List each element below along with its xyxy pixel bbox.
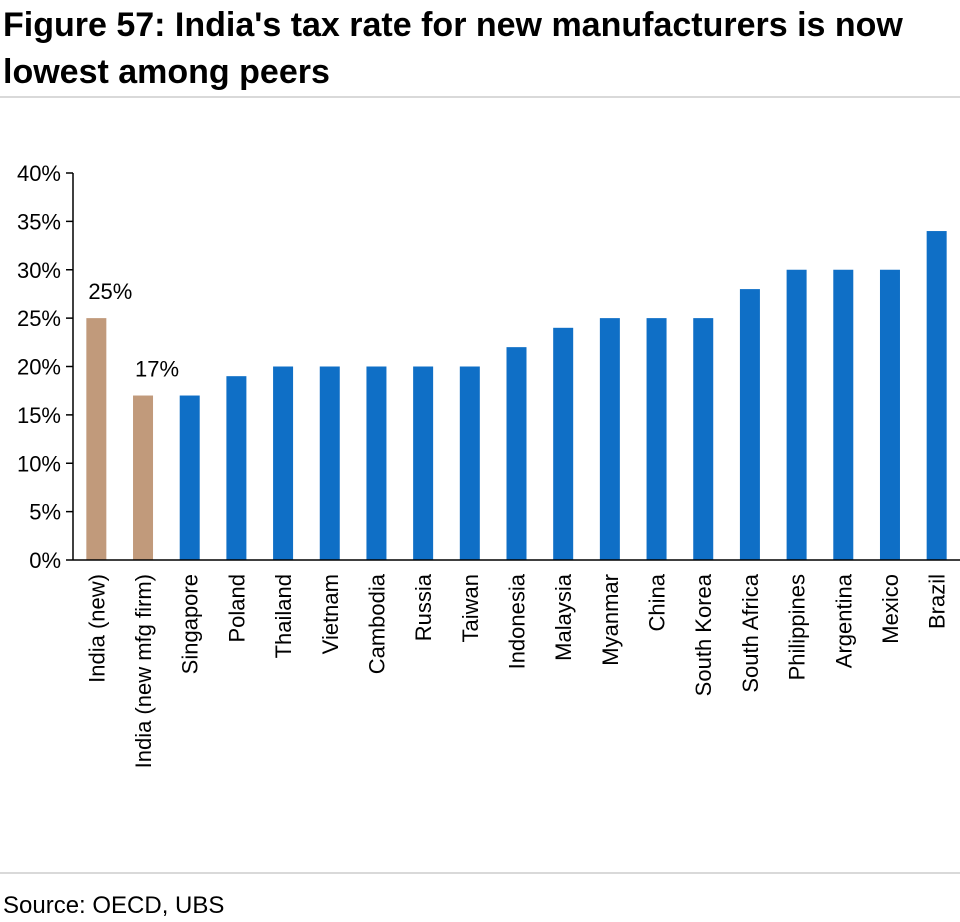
x-tick-label: India (new) — [84, 574, 109, 683]
data-label: 25% — [88, 279, 132, 304]
bar-south-africa — [739, 289, 760, 560]
x-tick-label: Russia — [411, 573, 436, 641]
x-tick-label: Singapore — [178, 574, 203, 674]
y-tick-label: 35% — [17, 209, 61, 234]
y-tick-label: 30% — [17, 258, 61, 283]
bar-argentina — [833, 269, 854, 560]
bar-russia — [413, 366, 434, 560]
bar-malaysia — [553, 327, 574, 560]
bar-thailand — [273, 366, 294, 560]
bar-brazil — [926, 231, 947, 561]
x-tick-label: South Africa — [738, 573, 763, 692]
x-tick-label: Taiwan — [458, 574, 483, 642]
bar-china — [646, 318, 667, 560]
bar-singapore — [179, 395, 200, 560]
y-tick-label: 10% — [17, 451, 61, 476]
bar-india-new-mfg-firm — [133, 395, 154, 560]
bar-taiwan — [459, 366, 480, 560]
x-tick-label: Indonesia — [505, 573, 530, 669]
x-tick-label: Malaysia — [551, 573, 576, 661]
y-axis: 0% 5% 10% 15% 20% 25% 30% 35% 40% — [17, 161, 74, 573]
y-tick-label: 25% — [17, 306, 61, 331]
bar-india-new — [86, 318, 107, 560]
y-tick-label: 20% — [17, 355, 61, 380]
bar-poland — [226, 376, 247, 560]
top-divider — [0, 96, 960, 98]
x-tick-label: South Korea — [691, 573, 716, 696]
x-tick-label: Poland — [224, 574, 249, 643]
x-tick-label: Mexico — [878, 574, 903, 644]
y-tick-label: 15% — [17, 403, 61, 428]
data-label: 17% — [135, 357, 179, 382]
bar-chart: 0% 5% 10% 15% 20% 25% 30% 35% 40% 25% 17% India (… — [17, 161, 960, 768]
x-tick-label: Cambodia — [364, 573, 389, 674]
bars — [86, 231, 947, 561]
x-tick-label: Vietnam — [318, 574, 343, 654]
bar-indonesia — [506, 347, 527, 560]
bar-vietnam — [319, 366, 340, 560]
x-tick-label: India (new mfg firm) — [131, 574, 156, 768]
x-tick-label: Myanmar — [598, 574, 623, 666]
source-note: Source: OECD, UBS — [3, 892, 225, 919]
x-axis: India (new) India (new mfg firm) Singapore… — [73, 559, 960, 768]
bar-mexico — [879, 269, 900, 560]
y-tick-label: 5% — [29, 500, 61, 525]
x-tick-label: Brazil — [925, 574, 950, 629]
bar-cambodia — [366, 366, 387, 560]
y-tick-label: 0% — [29, 548, 61, 573]
x-tick-label: China — [645, 573, 670, 631]
x-tick-label: Philippines — [785, 574, 810, 680]
bar-philippines — [786, 269, 807, 560]
x-tick-label: Argentina — [831, 573, 856, 668]
bar-myanmar — [599, 318, 620, 560]
data-labels: 25% 17% — [88, 279, 179, 381]
x-tick-label: Thailand — [271, 574, 296, 658]
chart-title: Figure 57: India's tax rate for new manu… — [3, 6, 903, 91]
y-tick-label: 40% — [17, 161, 61, 186]
bar-south-korea — [693, 318, 714, 560]
bottom-divider — [0, 872, 960, 874]
